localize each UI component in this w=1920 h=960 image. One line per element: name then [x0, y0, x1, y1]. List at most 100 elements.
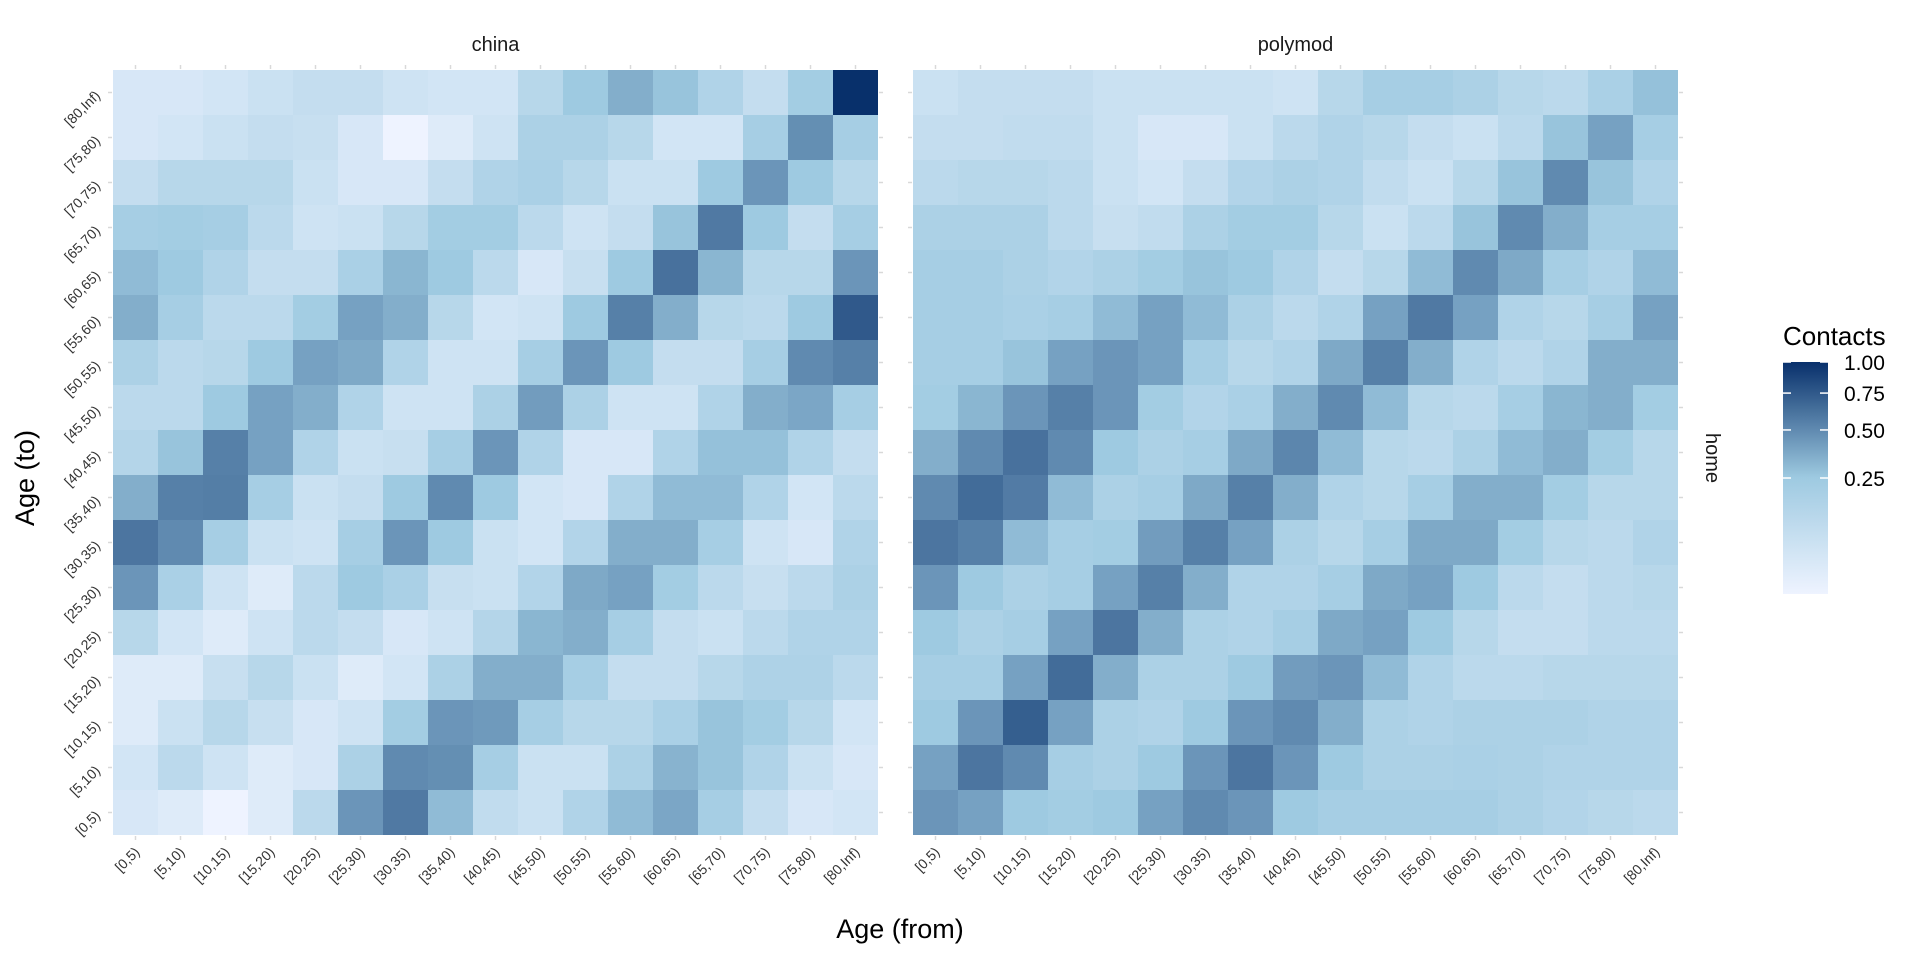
heatmap-cell — [1273, 385, 1318, 430]
heatmap-cell — [608, 250, 653, 295]
heatmap-cell — [428, 610, 473, 655]
heatmap-cell — [203, 295, 248, 340]
heatmap-cell — [1633, 565, 1678, 610]
heatmap-cell — [1048, 790, 1093, 835]
heatmap-cell — [833, 700, 878, 745]
heatmap-cell — [428, 430, 473, 475]
x-tick-label: [35,40) — [1215, 844, 1257, 886]
heatmap-cell — [913, 565, 958, 610]
x-tick-label: [30,35) — [370, 844, 412, 886]
heatmap-cell — [338, 385, 383, 430]
y-tick-label: [45,50) — [61, 402, 103, 444]
heatmap-cell — [428, 700, 473, 745]
x-tick-label: [5,10) — [951, 844, 988, 881]
heatmap-cell — [383, 340, 428, 385]
heatmap-cell — [1363, 520, 1408, 565]
heatmap-cell — [1003, 655, 1048, 700]
heatmap-cell — [958, 340, 1003, 385]
heatmap-cell — [203, 565, 248, 610]
heatmap-cell — [473, 295, 518, 340]
heatmap-cell — [1138, 610, 1183, 655]
heatmap-cell — [203, 610, 248, 655]
heatmap-cell — [913, 610, 958, 655]
x-tick-label: [15,20) — [235, 844, 277, 886]
heatmap-cell — [1453, 790, 1498, 835]
heatmap-cell — [248, 385, 293, 430]
heatmap-cell — [1318, 790, 1363, 835]
x-tick-label: [55,60) — [595, 844, 637, 886]
heatmap-cell — [1003, 70, 1048, 115]
heatmap-cell — [788, 115, 833, 160]
heatmap-cell — [1183, 475, 1228, 520]
heatmap-cell — [608, 70, 653, 115]
heatmap-cell — [473, 700, 518, 745]
heatmap-cell — [293, 565, 338, 610]
heatmap-cell — [1498, 610, 1543, 655]
heatmap-cell — [1003, 115, 1048, 160]
facet-panel-polymod: polymod[0,5) [5,10) [10,15) [15,20) [20,25)[… — [908, 34, 1683, 886]
heatmap-cell — [383, 70, 428, 115]
heatmap-cell — [698, 115, 743, 160]
heatmap-cell — [1408, 520, 1453, 565]
x-tick-label: [0,5) — [911, 844, 942, 875]
heatmap-cell — [113, 610, 158, 655]
heatmap-cell — [113, 205, 158, 250]
heatmap-cell — [608, 565, 653, 610]
heatmap-cell — [248, 340, 293, 385]
heatmap-cell — [1498, 385, 1543, 430]
heatmap-cell — [1318, 115, 1363, 160]
heatmap-cell — [1003, 610, 1048, 655]
heatmap-cell — [1048, 745, 1093, 790]
heatmap-cell — [1048, 70, 1093, 115]
heatmap-cell — [958, 565, 1003, 610]
heatmap-cell — [1363, 475, 1408, 520]
heatmap-cell — [1498, 250, 1543, 295]
heatmap-cell — [608, 745, 653, 790]
heatmap-cell — [518, 610, 563, 655]
heatmap-cell — [428, 70, 473, 115]
heatmap-cell — [1048, 340, 1093, 385]
heatmap-cell — [383, 790, 428, 835]
heatmap-cell — [1183, 655, 1228, 700]
heatmap-cell — [338, 430, 383, 475]
heatmap-cell — [833, 790, 878, 835]
heatmap-cell — [563, 700, 608, 745]
heatmap-cell — [653, 475, 698, 520]
heatmap-cell — [518, 385, 563, 430]
heatmap-cell — [833, 160, 878, 205]
y-tick-label: [55,60) — [61, 312, 103, 354]
heatmap-cell — [1543, 655, 1588, 700]
heatmap-cell — [1138, 520, 1183, 565]
heatmap-cell — [1093, 790, 1138, 835]
heatmap-cell — [113, 565, 158, 610]
heatmap-cell — [1588, 430, 1633, 475]
x-tick-label: [70,75) — [1530, 844, 1572, 886]
heatmap-cell — [203, 205, 248, 250]
heatmap-cell — [1543, 745, 1588, 790]
heatmap-cell — [563, 610, 608, 655]
heatmap-cell — [518, 205, 563, 250]
heatmap-cell — [608, 115, 653, 160]
heatmap-cell — [958, 430, 1003, 475]
heatmap-cell — [1138, 700, 1183, 745]
heatmap-cell — [1408, 340, 1453, 385]
heatmap-cell — [563, 295, 608, 340]
heatmap-cell — [1633, 250, 1678, 295]
heatmap-cell — [1588, 340, 1633, 385]
heatmap-cell — [913, 430, 958, 475]
heatmap-cell — [158, 250, 203, 295]
heatmap-cell — [428, 385, 473, 430]
heatmap-cell — [518, 565, 563, 610]
heatmap-cell — [1498, 790, 1543, 835]
heatmap-cell — [743, 430, 788, 475]
heatmap-cell — [788, 790, 833, 835]
heatmap-cell — [518, 520, 563, 565]
x-tick-label: [5,10) — [151, 844, 188, 881]
heatmap-cell — [338, 565, 383, 610]
heatmap-cell — [913, 295, 958, 340]
heatmap-cell — [1408, 700, 1453, 745]
heatmap-cell — [1633, 520, 1678, 565]
heatmap-cell — [1363, 790, 1408, 835]
row-facet-strip-label: home — [1701, 433, 1723, 483]
